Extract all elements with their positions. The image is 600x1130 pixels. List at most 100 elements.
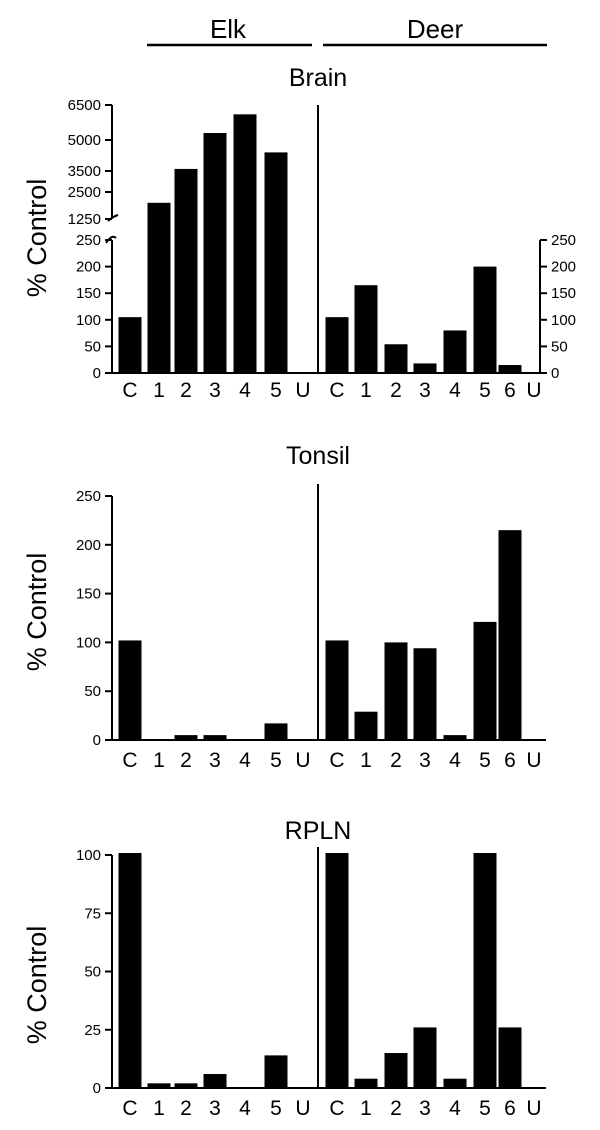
rpln-bar-deer-c [325,853,349,1088]
tonsil-ytick-label-left-250: 250 [76,488,101,505]
brain-bar-elk-5 [264,152,288,373]
brain-ytick-label-right-50: 50 [551,338,568,355]
brain-xtick-deer-c: C [329,379,344,402]
tonsil-bar-deer-5 [473,621,497,740]
tonsil-xtick-deer-4: 4 [449,749,461,772]
tonsil-y-ticks: 0 50 100 150 200 250 [76,488,112,749]
rpln-bar-elk-5 [264,1055,288,1088]
rpln-xtick-deer-1: 1 [360,1097,372,1120]
brain-bar-elk-2 [174,168,198,373]
tonsil-ytick-label-left-200: 200 [76,537,101,554]
tonsil-xtick-elk-2: 2 [180,749,192,772]
tonsil-xtick-deer-5: 5 [479,749,491,772]
tonsil-ytick-label-left-0: 0 [93,732,101,749]
brain-ytick-label-left-3500: 3500 [68,163,101,180]
brain-ytick-label-left-100: 100 [76,312,101,329]
rpln-bar-elk-1 [147,1083,171,1088]
rpln-xtick-deer-c: C [329,1097,344,1120]
brain-xtick-deer-3: 3 [419,379,431,402]
brain-ytick-label-left-150: 150 [76,285,101,302]
rpln-y-ticks: 0 25 50 75 100 [76,847,112,1097]
tonsil-xtick-deer-2: 2 [390,749,402,772]
brain-bar-deer-1 [354,285,378,373]
brain-xtick-deer-5: 5 [479,379,491,402]
brain-bar-deer-5 [473,266,497,373]
tonsil-bars [118,530,522,740]
tonsil-bar-deer-2 [384,642,408,740]
brain-ytick-label-right-150: 150 [551,285,576,302]
brain-ytick-label-left-6500: 6500 [68,97,101,114]
rpln-bar-deer-5 [473,853,497,1088]
tonsil-xtick-elk-4: 4 [239,749,251,772]
tonsil-ytick-label-left-50: 50 [84,683,101,700]
rpln-xtick-elk-3: 3 [209,1097,221,1120]
rpln-xtick-deer-5: 5 [479,1097,491,1120]
tonsil-xtick-elk-3: 3 [209,749,221,772]
brain-xtick-deer-2: 2 [390,379,402,402]
brain-bar-elk-1 [147,202,171,373]
brain-bar-deer-c [325,317,349,373]
brain-bar-deer-6 [498,365,522,373]
brain-xtick-deer-1: 1 [360,379,372,402]
rpln-bar-deer-6 [498,1027,522,1088]
tonsil-bar-deer-3 [413,648,437,740]
brain-bar-elk-3 [203,133,227,373]
rpln-xtick-deer-u: U [526,1097,541,1120]
rpln-bar-deer-3 [413,1027,437,1088]
tonsil-bar-elk-c [118,640,142,740]
group-label-deer: Deer [407,14,464,44]
brain-xtick-elk-3: 3 [209,379,221,402]
rpln-xtick-elk-1: 1 [153,1097,165,1120]
rpln-bar-deer-1 [354,1078,378,1088]
brain-xtick-elk-1: 1 [153,379,165,402]
panel-title-brain: Brain [289,64,347,92]
group-header: Elk Deer [147,14,547,47]
brain-xtick-deer-u: U [526,379,541,402]
brain-axis-break-lower [105,235,117,244]
tonsil-bar-deer-c [325,640,349,740]
tonsil-bar-elk-3 [203,735,227,740]
ylabel-tonsil: % Control [22,553,52,672]
brain-ytick-label-left-0: 0 [93,365,101,382]
brain-xtick-deer-4: 4 [449,379,461,402]
brain-ytick-label-right-200: 200 [551,259,576,276]
brain-xtick-elk-u: U [295,379,310,402]
brain-bars [118,114,522,373]
rpln-xtick-elk-4: 4 [239,1097,251,1120]
rpln-ytick-label-left-100: 100 [76,847,101,864]
rpln-bar-elk-c [118,853,142,1088]
brain-ytick-label-right-0: 0 [551,365,559,382]
tonsil-bar-elk-2 [174,735,198,740]
rpln-bar-deer-2 [384,1053,408,1088]
tonsil-bar-deer-6 [498,530,522,740]
rpln-bar-elk-2 [174,1083,198,1088]
brain-ytick-label-right-100: 100 [551,312,576,329]
brain-bar-deer-2 [384,344,408,373]
brain-bar-elk-c [118,317,142,373]
rpln-xtick-deer-3: 3 [419,1097,431,1120]
brain-ytick-label-left-250: 250 [76,232,101,249]
tonsil-xtick-deer-1: 1 [360,749,372,772]
tonsil-bar-elk-5 [264,723,288,740]
tonsil-bar-deer-4 [443,735,467,740]
rpln-xtick-elk-5: 5 [270,1097,282,1120]
brain-xtick-elk-5: 5 [270,379,282,402]
rpln-bar-deer-4 [443,1078,467,1088]
rpln-xtick-deer-2: 2 [390,1097,402,1120]
rpln-ytick-label-left-50: 50 [84,964,101,981]
rpln-bars [118,853,522,1088]
brain-ytick-label-left-2500: 2500 [68,184,101,201]
panel-title-rpln: RPLN [285,817,352,845]
brain-right-y-ticks: 0 50 100 150 200 250 [540,232,576,382]
tonsil-xtick-elk-5: 5 [270,749,282,772]
brain-xtick-elk-c: C [122,379,137,402]
brain-bar-elk-4 [233,114,257,373]
rpln-xtick-elk-u: U [295,1097,310,1120]
brain-xtick-elk-2: 2 [180,379,192,402]
brain-bar-deer-3 [413,363,437,373]
group-label-elk: Elk [210,14,247,44]
